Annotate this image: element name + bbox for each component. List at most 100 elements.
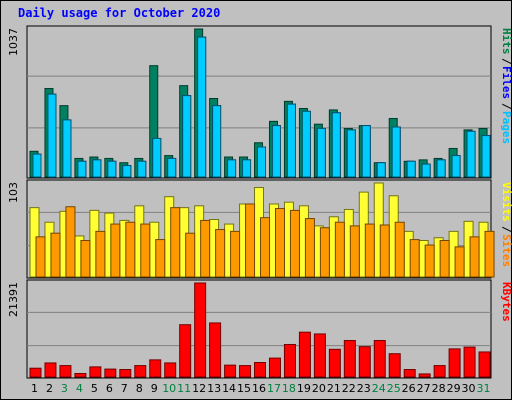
bar-kbytes-kbytes-31	[478, 351, 491, 378]
bar-pages-files-hits-pages-4	[77, 160, 87, 178]
bar-sites-visits-sites-26	[409, 239, 420, 278]
bar-pages-files-hits-pages-21	[331, 112, 341, 178]
bar-pages-files-hits-pages-15	[242, 159, 252, 178]
bar-pages-files-hits-pages-17	[271, 125, 281, 178]
bar-kbytes-kbytes-17	[268, 357, 281, 378]
xtick-label-23: 23	[357, 382, 371, 395]
bar-sites-visits-sites-24	[379, 224, 390, 278]
bar-kbytes-kbytes-27	[418, 373, 431, 378]
bar-pages-files-hits-pages-27	[421, 163, 431, 178]
bar-kbytes-kbytes-22	[343, 340, 356, 378]
bar-kbytes-kbytes-5	[89, 366, 102, 378]
bar-kbytes-kbytes-7	[119, 369, 132, 378]
bar-sites-visits-sites-14	[230, 230, 241, 278]
xtick-label-31: 31	[477, 382, 491, 395]
bar-kbytes-kbytes-30	[463, 346, 476, 378]
xtick-label-26: 26	[402, 382, 416, 395]
bar-sites-visits-sites-16	[260, 217, 271, 278]
bar-sites-visits-sites-22	[349, 225, 360, 278]
bar-kbytes-kbytes-2	[44, 362, 57, 378]
bar-pages-files-hits-pages-22	[346, 129, 356, 178]
bar-kbytes-kbytes-20	[313, 333, 326, 378]
xtick-label-14: 14	[222, 382, 236, 395]
bar-pages-files-hits-pages-9	[152, 137, 162, 178]
xtick-label-27: 27	[417, 382, 431, 395]
bar-pages-files-hits-pages-7	[122, 165, 132, 178]
legend-pages-files-hits-pages: Pages	[500, 111, 512, 144]
xtick-label-11: 11	[177, 382, 191, 395]
bar-sites-visits-sites-10	[170, 207, 181, 278]
bar-sites-visits-sites-9	[155, 239, 166, 278]
bar-pages-files-hits-pages-28	[436, 159, 446, 178]
xtick-label-24: 24	[372, 382, 386, 395]
bar-sites-visits-sites-5	[95, 230, 106, 278]
bar-pages-files-hits-pages-8	[137, 160, 147, 178]
bar-kbytes-kbytes-11	[179, 324, 192, 378]
bar-kbytes-kbytes-18	[283, 343, 296, 378]
bar-sites-visits-sites-30	[469, 236, 480, 278]
xtick-label-28: 28	[432, 382, 446, 395]
xtick-label-7: 7	[121, 382, 128, 395]
bar-kbytes-kbytes-24	[373, 340, 386, 378]
bar-sites-visits-sites-12	[200, 219, 211, 278]
bar-sites-visits-sites-3	[65, 206, 76, 278]
bar-sites-visits-sites-27	[424, 244, 435, 278]
bar-pages-files-hits-pages-25	[391, 126, 401, 178]
bar-sites-visits-sites-28	[439, 239, 450, 278]
bar-kbytes-kbytes-4	[74, 372, 87, 378]
bar-kbytes-kbytes-29	[448, 348, 461, 378]
ytick-label-kbytes: 21391	[7, 282, 20, 317]
bar-sites-visits-sites-19	[304, 218, 315, 278]
bar-kbytes-kbytes-9	[149, 359, 162, 378]
xtick-label-29: 29	[447, 382, 461, 395]
bar-kbytes-kbytes-25	[388, 353, 401, 378]
bar-pages-files-hits-pages-31	[481, 135, 491, 178]
xtick-label-6: 6	[106, 382, 113, 395]
bar-sites-visits-sites-8	[140, 223, 151, 278]
bar-pages-files-hits-pages-26	[406, 160, 416, 178]
xtick-label-12: 12	[192, 382, 206, 395]
xtick-label-16: 16	[252, 382, 266, 395]
xtick-label-20: 20	[312, 382, 326, 395]
legend-separator-sites-visits-1: /	[500, 226, 512, 233]
xtick-label-30: 30	[462, 382, 476, 395]
bar-pages-files-hits-pages-30	[466, 130, 476, 178]
bar-pages-files-hits-pages-24	[376, 162, 386, 178]
xtick-label-4: 4	[76, 382, 83, 395]
legend-pages-files-hits-hits: Hits	[500, 28, 512, 55]
xtick-label-21: 21	[327, 382, 341, 395]
xtick-label-9: 9	[151, 382, 158, 395]
bar-kbytes-kbytes-21	[328, 348, 341, 378]
bar-sites-visits-sites-17	[274, 208, 285, 278]
bar-sites-visits-sites-15	[245, 203, 256, 278]
bar-sites-visits-sites-31	[484, 230, 495, 278]
xtick-label-18: 18	[282, 382, 296, 395]
bar-pages-files-hits-pages-12	[197, 36, 207, 178]
xtick-label-15: 15	[237, 382, 251, 395]
bar-kbytes-kbytes-19	[298, 331, 311, 378]
bar-pages-files-hits-pages-2	[47, 93, 57, 178]
xtick-label-17: 17	[267, 382, 281, 395]
bar-pages-files-hits-pages-10	[167, 157, 177, 178]
bar-sites-visits-sites-21	[334, 221, 345, 278]
bar-kbytes-kbytes-16	[254, 361, 267, 378]
bar-kbytes-kbytes-6	[104, 368, 117, 378]
bar-kbytes-kbytes-15	[239, 365, 252, 378]
bar-pages-files-hits-pages-14	[227, 159, 237, 178]
bar-sites-visits-sites-23	[364, 223, 375, 278]
bar-pages-files-hits-pages-13	[212, 105, 222, 178]
bar-kbytes-kbytes-12	[194, 282, 207, 378]
bar-sites-visits-sites-2	[50, 232, 61, 278]
legend-separator-pages-files-hits-1: /	[500, 58, 512, 65]
bar-kbytes-kbytes-13	[209, 322, 222, 378]
bar-pages-files-hits-pages-18	[286, 103, 296, 178]
bar-pages-files-hits-pages-5	[92, 159, 102, 178]
bar-kbytes-kbytes-26	[403, 369, 416, 378]
ytick-label-sites-visits: 103	[7, 182, 20, 203]
bar-sites-visits-sites-6	[110, 223, 121, 278]
bar-sites-visits-sites-20	[319, 227, 330, 278]
ytick-label-pages-files-hits: 1037	[7, 28, 20, 56]
bar-pages-files-hits-pages-1	[32, 153, 42, 178]
xtick-label-19: 19	[297, 382, 311, 395]
